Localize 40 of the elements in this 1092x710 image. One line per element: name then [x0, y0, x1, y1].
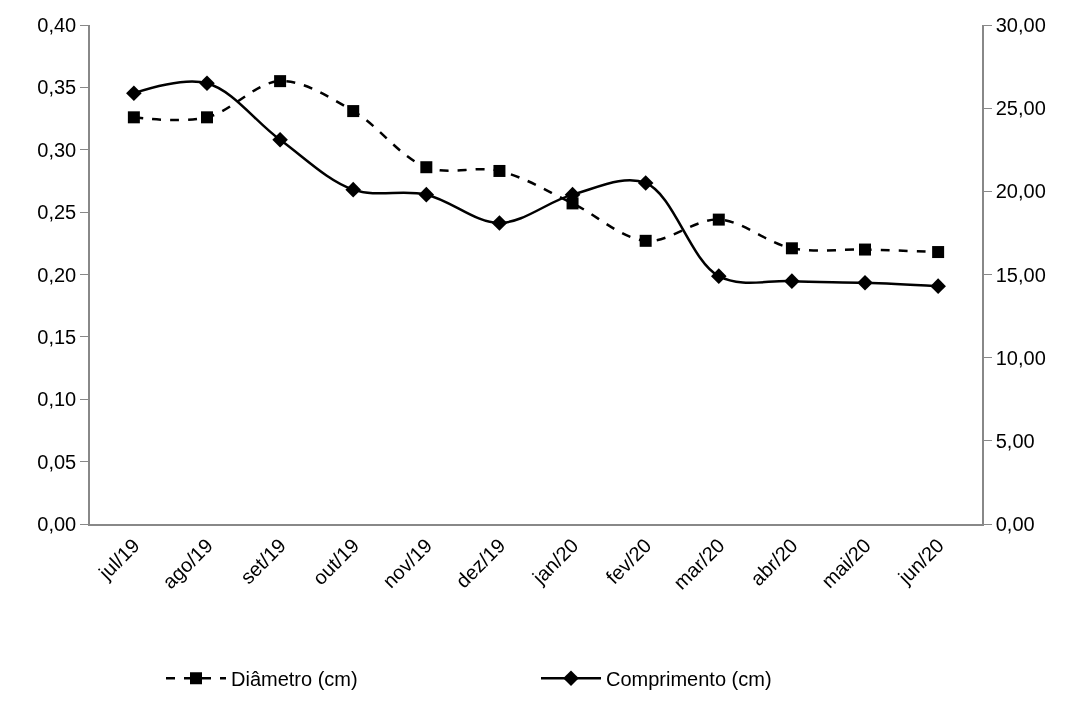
y-tick-label: 0,35 — [37, 76, 77, 99]
point — [272, 131, 288, 148]
point — [199, 75, 215, 92]
point — [932, 246, 945, 259]
point — [930, 278, 946, 294]
point — [710, 268, 727, 284]
y2-tick-label: 25,00 — [995, 97, 1046, 120]
y2-tick-label: 5,00 — [995, 429, 1035, 452]
point — [347, 105, 360, 118]
point — [420, 161, 433, 174]
y-tick-label: 0,30 — [37, 138, 77, 161]
point — [491, 215, 508, 231]
y-tick-label: 0,20 — [37, 263, 77, 286]
y-tick-label: 0,40 — [37, 14, 77, 36]
y2-tick-label: 30,00 — [995, 14, 1046, 36]
point — [857, 275, 873, 291]
point — [345, 181, 362, 198]
y-tick-label: 0,05 — [37, 450, 77, 473]
point — [200, 111, 213, 124]
point — [637, 175, 654, 191]
y-tick-label: 0,25 — [37, 201, 77, 224]
y2-tick-label: 0,00 — [995, 513, 1035, 535]
point — [274, 75, 287, 88]
legend-label: Diâmetro (cm) — [231, 668, 358, 691]
point — [493, 164, 506, 177]
point — [859, 243, 872, 256]
point — [127, 111, 140, 124]
y-tick-label: 0,00 — [37, 513, 77, 535]
point — [639, 234, 652, 247]
point — [126, 85, 142, 101]
y-tick-label: 0,15 — [37, 325, 77, 348]
point — [784, 273, 800, 289]
y2-tick-label: 15,00 — [995, 263, 1046, 286]
legend-label: Comprimento (cm) — [606, 668, 772, 691]
y-tick-label: 0,10 — [37, 388, 77, 411]
y2-tick-label: 20,00 — [995, 180, 1046, 203]
point — [712, 213, 725, 226]
point — [418, 186, 435, 203]
point — [785, 242, 798, 255]
y2-tick-label: 10,00 — [995, 346, 1046, 369]
